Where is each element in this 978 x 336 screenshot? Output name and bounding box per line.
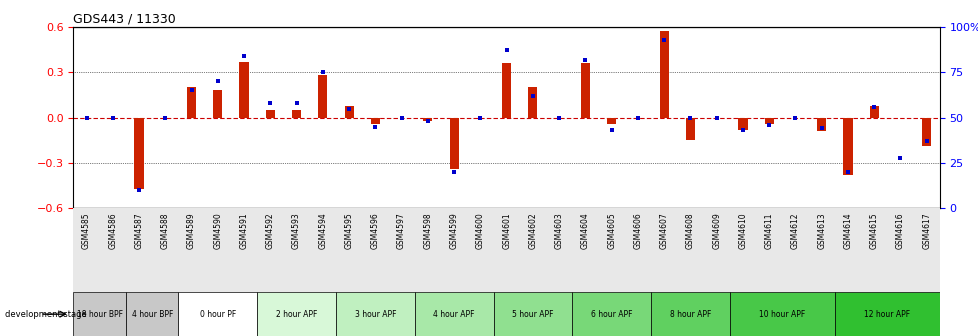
Text: 0 hour PF: 0 hour PF — [200, 310, 236, 319]
Text: GSM4592: GSM4592 — [266, 213, 275, 249]
Text: GSM4602: GSM4602 — [528, 213, 537, 249]
Bar — [502, 63, 511, 118]
Bar — [729, 292, 834, 336]
Text: GSM4588: GSM4588 — [160, 213, 169, 249]
Text: GSM4594: GSM4594 — [318, 213, 327, 249]
Bar — [257, 292, 335, 336]
Bar — [73, 208, 939, 292]
Bar — [318, 75, 327, 118]
Text: GSM4605: GSM4605 — [606, 213, 615, 249]
Text: GSM4616: GSM4616 — [895, 213, 904, 249]
Bar — [73, 292, 126, 336]
Bar — [686, 118, 694, 140]
Text: 12 hour APF: 12 hour APF — [864, 310, 910, 319]
Bar — [371, 118, 379, 124]
Text: GSM4585: GSM4585 — [82, 213, 91, 249]
Bar — [921, 118, 930, 146]
Bar — [187, 87, 196, 118]
Bar — [868, 106, 878, 118]
Text: GSM4614: GSM4614 — [843, 213, 852, 249]
Text: 8 hour APF: 8 hour APF — [669, 310, 710, 319]
Text: GSM4599: GSM4599 — [449, 213, 458, 249]
Text: GSM4590: GSM4590 — [213, 213, 222, 249]
Bar — [650, 292, 729, 336]
Text: GSM4595: GSM4595 — [344, 213, 353, 249]
Bar — [834, 292, 939, 336]
Text: GSM4587: GSM4587 — [134, 213, 144, 249]
Text: GSM4598: GSM4598 — [422, 213, 432, 249]
Bar — [764, 118, 773, 124]
Text: GSM4610: GSM4610 — [737, 213, 746, 249]
Text: GSM4607: GSM4607 — [659, 213, 668, 249]
Text: 4 hour BPF: 4 hour BPF — [131, 310, 173, 319]
Text: GSM4611: GSM4611 — [764, 213, 773, 249]
Text: GSM4613: GSM4613 — [817, 213, 825, 249]
Bar — [291, 110, 301, 118]
Text: 4 hour APF: 4 hour APF — [433, 310, 474, 319]
Text: GSM4597: GSM4597 — [397, 213, 406, 249]
Text: 6 hour APF: 6 hour APF — [591, 310, 632, 319]
Text: GSM4608: GSM4608 — [686, 213, 694, 249]
Text: GSM4593: GSM4593 — [291, 213, 301, 249]
Bar — [213, 90, 222, 118]
Bar — [659, 32, 668, 118]
Text: GSM4603: GSM4603 — [555, 213, 563, 249]
Text: GSM4617: GSM4617 — [921, 213, 930, 249]
Text: GSM4612: GSM4612 — [790, 213, 799, 249]
Text: 5 hour APF: 5 hour APF — [511, 310, 554, 319]
Bar — [415, 292, 493, 336]
Text: GSM4596: GSM4596 — [371, 213, 379, 249]
Text: 2 hour APF: 2 hour APF — [276, 310, 317, 319]
Text: GSM4589: GSM4589 — [187, 213, 196, 249]
Bar — [422, 118, 432, 121]
Bar — [528, 87, 537, 118]
Bar — [606, 118, 615, 124]
Text: GSM4604: GSM4604 — [580, 213, 590, 249]
Text: GSM4601: GSM4601 — [502, 213, 511, 249]
Bar — [449, 118, 459, 169]
Text: GSM4591: GSM4591 — [240, 213, 248, 249]
Bar — [842, 118, 852, 175]
Bar — [240, 62, 248, 118]
Text: GSM4606: GSM4606 — [633, 213, 642, 249]
Text: GSM4615: GSM4615 — [868, 213, 878, 249]
Bar — [572, 292, 650, 336]
Text: 3 hour APF: 3 hour APF — [354, 310, 396, 319]
Bar — [126, 292, 178, 336]
Text: 10 hour APF: 10 hour APF — [758, 310, 805, 319]
Bar — [493, 292, 572, 336]
Bar — [178, 292, 257, 336]
Text: 18 hour BPF: 18 hour BPF — [76, 310, 122, 319]
Bar — [335, 292, 415, 336]
Bar — [817, 118, 825, 131]
Text: GSM4609: GSM4609 — [711, 213, 721, 249]
Bar — [265, 110, 275, 118]
Text: GDS443 / 11330: GDS443 / 11330 — [73, 13, 176, 26]
Bar — [580, 63, 590, 118]
Bar — [737, 118, 747, 130]
Bar — [134, 118, 144, 189]
Text: GSM4586: GSM4586 — [109, 213, 117, 249]
Text: GSM4600: GSM4600 — [475, 213, 484, 249]
Bar — [344, 106, 353, 118]
Text: development stage: development stage — [5, 310, 87, 319]
